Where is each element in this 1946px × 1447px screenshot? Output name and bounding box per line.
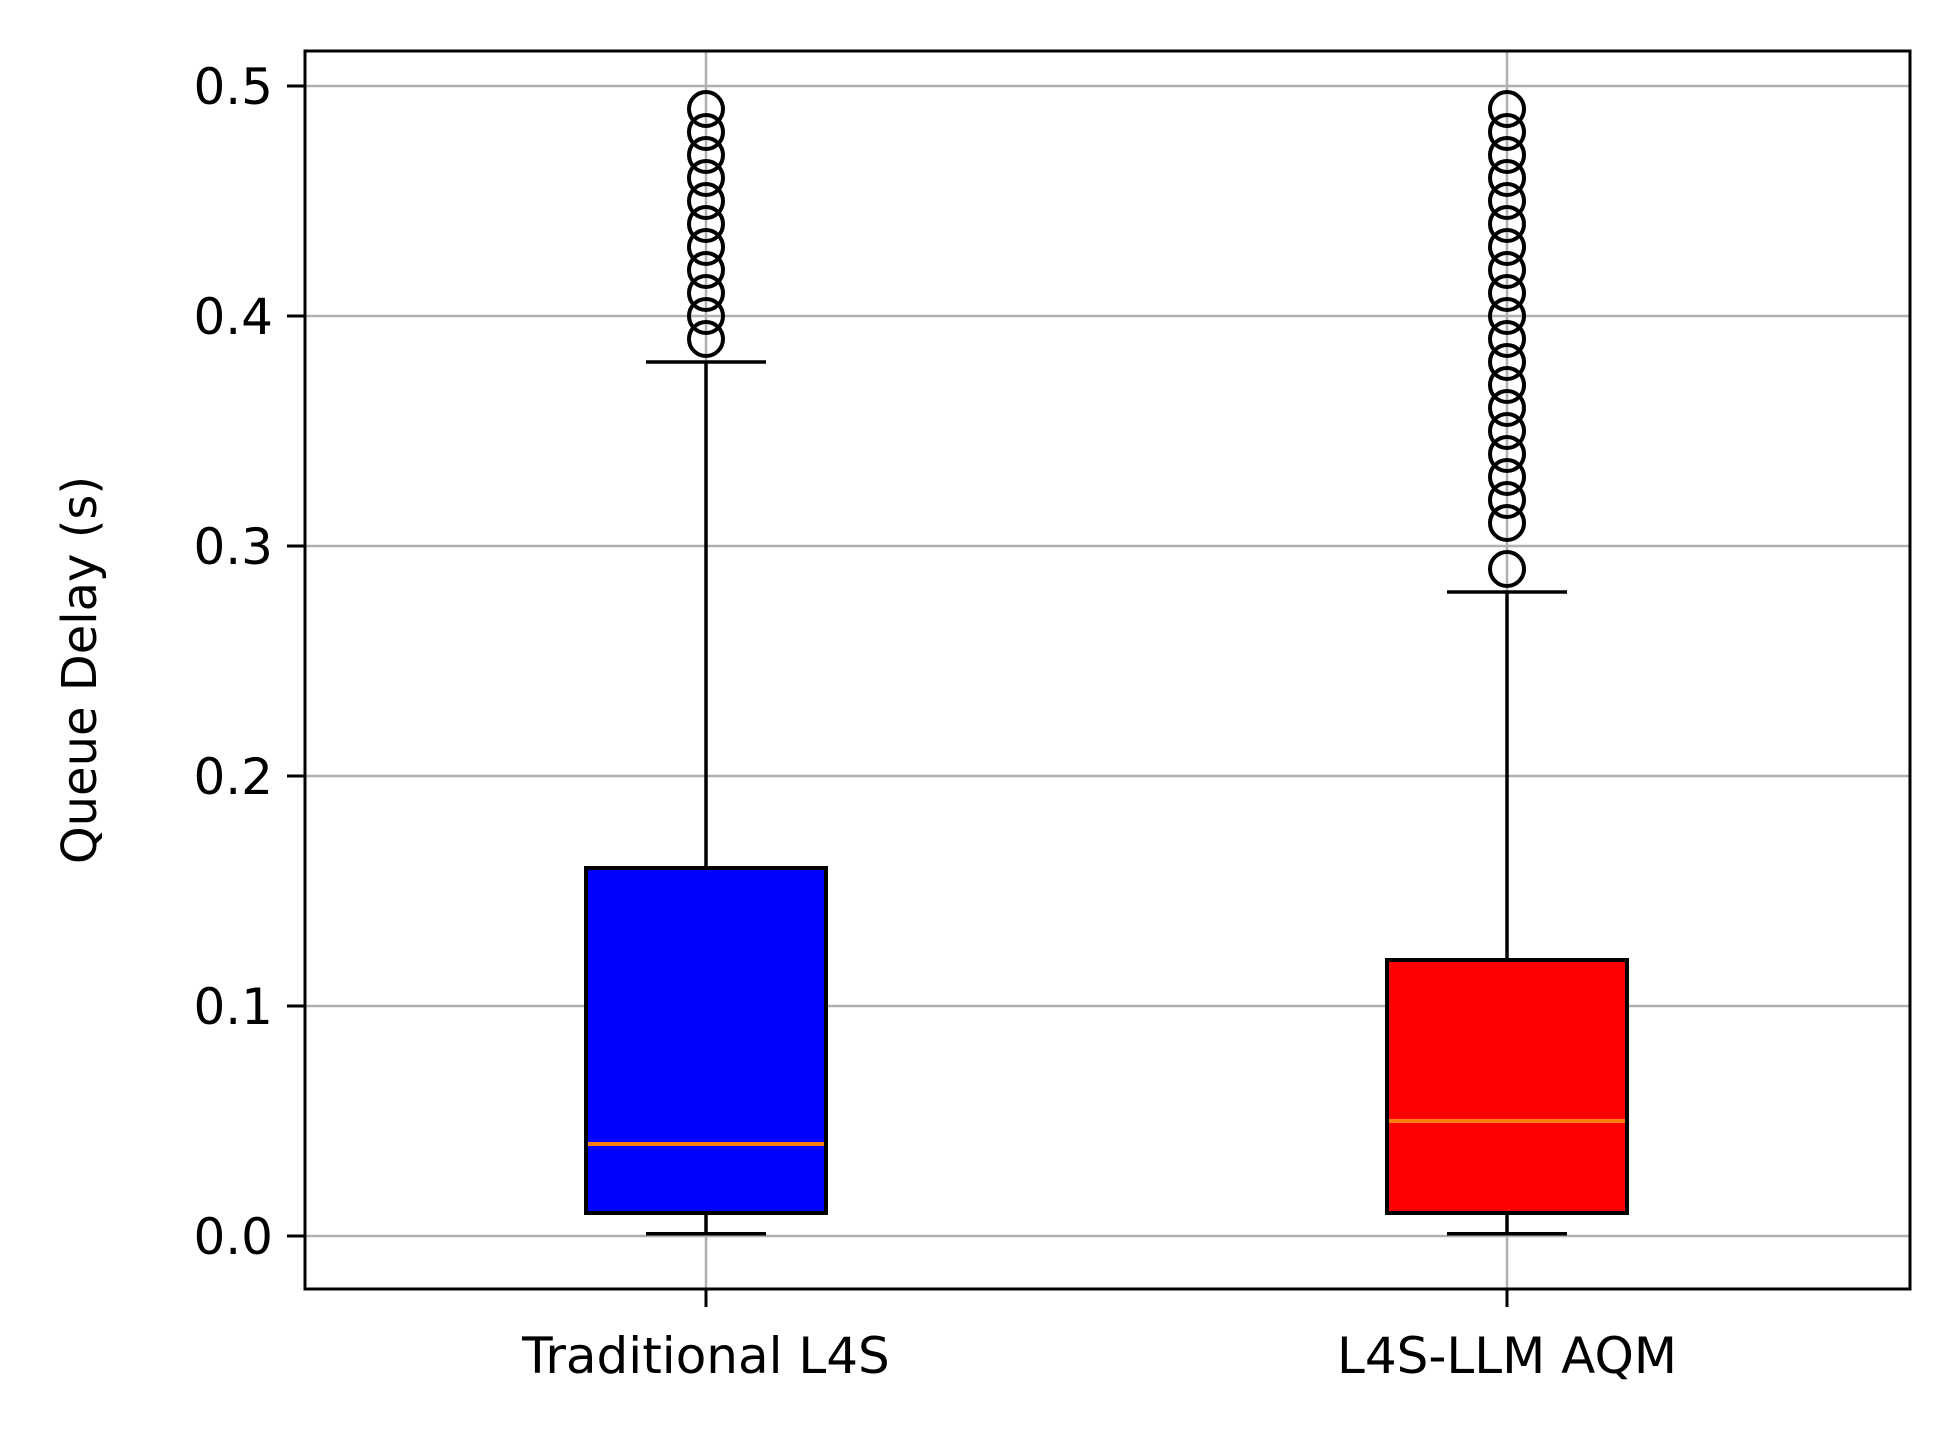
outlier-point <box>687 251 725 289</box>
outlier-point <box>687 159 725 197</box>
outlier-point <box>687 113 725 151</box>
x-tick-label: Traditional L4S <box>521 1327 890 1385</box>
outlier-point <box>687 297 725 335</box>
outlier-point <box>687 90 725 128</box>
grid-lines <box>305 51 1910 1289</box>
outlier-point <box>1488 550 1526 588</box>
axis-ticks: 0.0 0.1 0.2 0.3 0.4 0.5 Traditional L4S L4S-LLM… <box>193 58 1677 1385</box>
outlier-point <box>1488 412 1526 450</box>
outlier-point <box>1488 90 1526 128</box>
y-tick-label: 0.2 <box>193 748 273 806</box>
outlier-point <box>687 182 725 220</box>
iqr-box <box>1385 958 1629 1215</box>
y-tick-label: 0.3 <box>193 518 273 576</box>
y-tick-label: 0.1 <box>193 978 273 1036</box>
outlier-point <box>687 320 725 358</box>
outlier-point <box>1488 113 1526 151</box>
box-group-2 <box>1385 90 1629 1236</box>
outlier-point <box>1488 205 1526 243</box>
iqr-box <box>584 866 828 1215</box>
outlier-point <box>1488 504 1526 542</box>
outlier-point <box>1488 297 1526 335</box>
outlier-point <box>1488 228 1526 266</box>
outlier-point <box>1488 182 1526 220</box>
outlier-point <box>687 228 725 266</box>
x-tick-label: L4S-LLM AQM <box>1337 1327 1677 1385</box>
outlier-point <box>687 205 725 243</box>
outlier-point <box>1488 481 1526 519</box>
outlier-point <box>1488 274 1526 312</box>
box-series <box>584 90 1629 1236</box>
outlier-point <box>1488 251 1526 289</box>
outlier-point <box>1488 159 1526 197</box>
outlier-point <box>1488 435 1526 473</box>
y-tick-label: 0.0 <box>193 1208 273 1266</box>
outlier-point <box>687 136 725 174</box>
outlier-point <box>1488 343 1526 381</box>
outlier-point <box>1488 366 1526 404</box>
box-group-1 <box>584 90 828 1236</box>
outlier-point <box>1488 389 1526 427</box>
y-tick-label: 0.5 <box>193 58 273 116</box>
outlier-point <box>1488 136 1526 174</box>
plot-frame <box>303 49 1912 1291</box>
outlier-point <box>1488 458 1526 496</box>
outlier-point <box>1488 320 1526 358</box>
y-tick-label: 0.4 <box>193 288 273 346</box>
outlier-point <box>687 274 725 312</box>
y-axis-label: Queue Delay (s) <box>52 476 108 864</box>
